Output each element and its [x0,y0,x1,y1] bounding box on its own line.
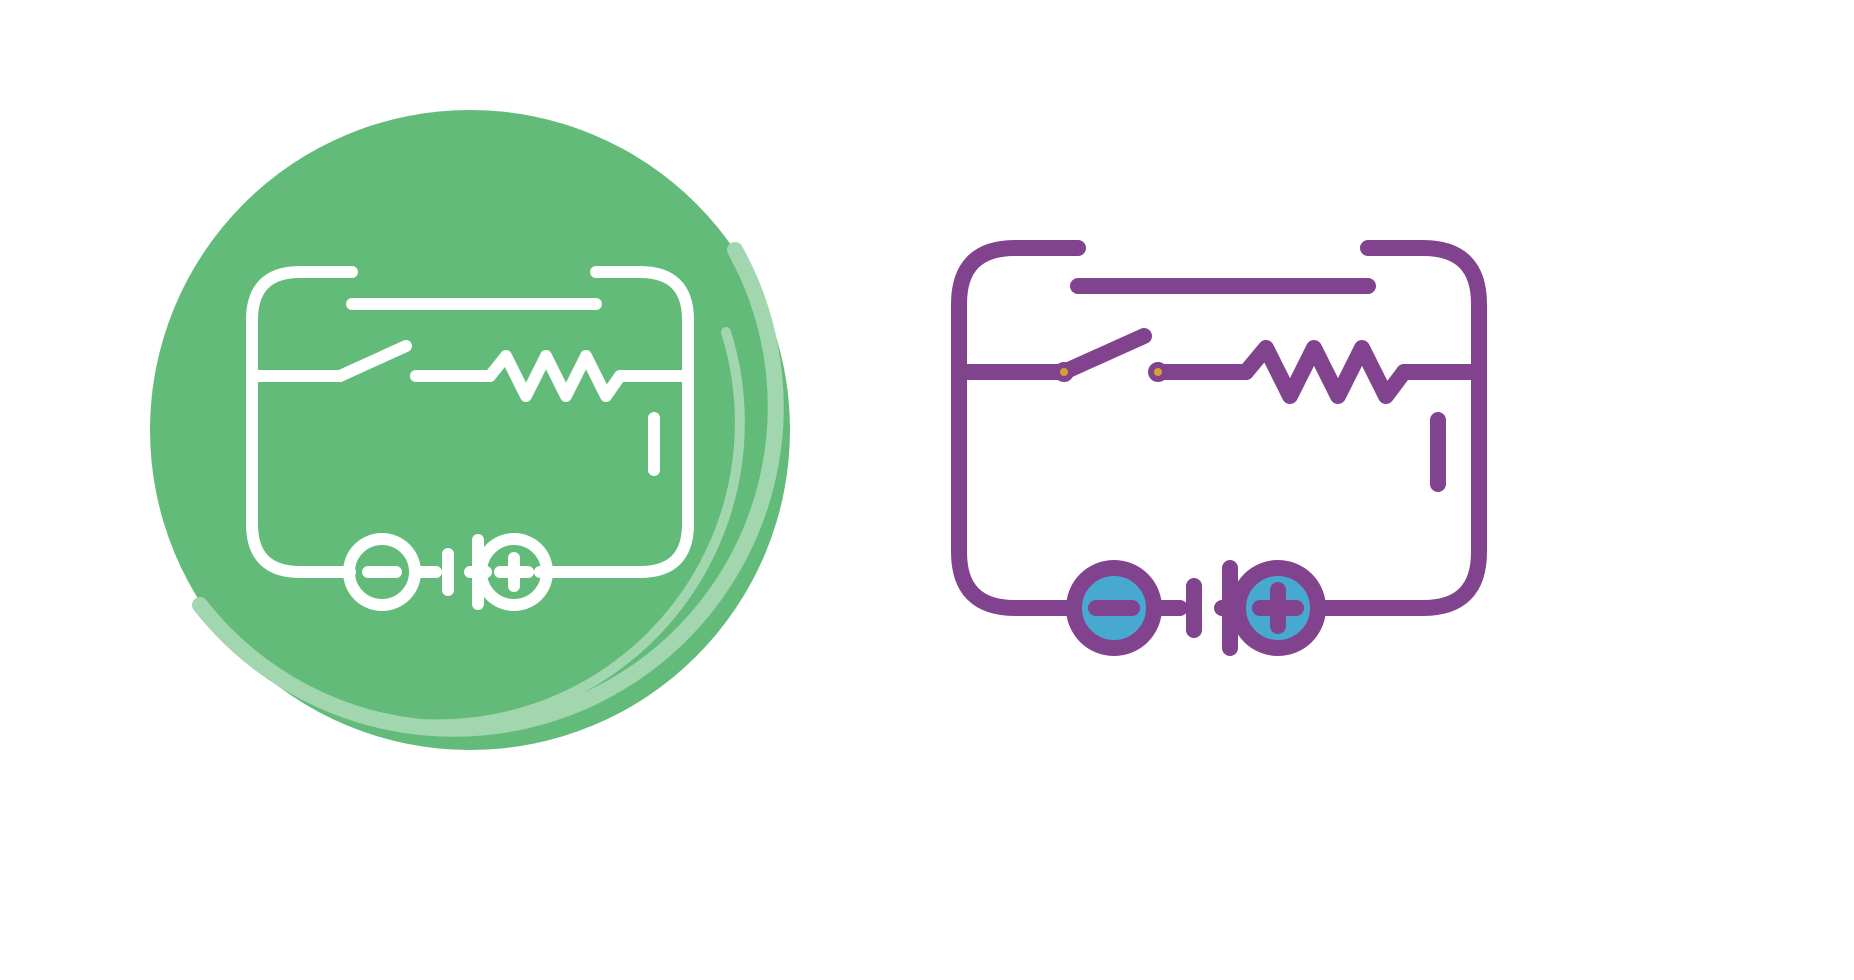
icon-pair-canvas [0,0,1854,980]
circuit-icon-purple [0,0,1854,980]
switch-arm [1064,336,1144,372]
circuit-glyph-right [959,248,1479,648]
resistor [1246,348,1404,396]
frame [959,248,1479,608]
switch-node-right [1151,365,1165,379]
switch-node-left [1057,365,1071,379]
